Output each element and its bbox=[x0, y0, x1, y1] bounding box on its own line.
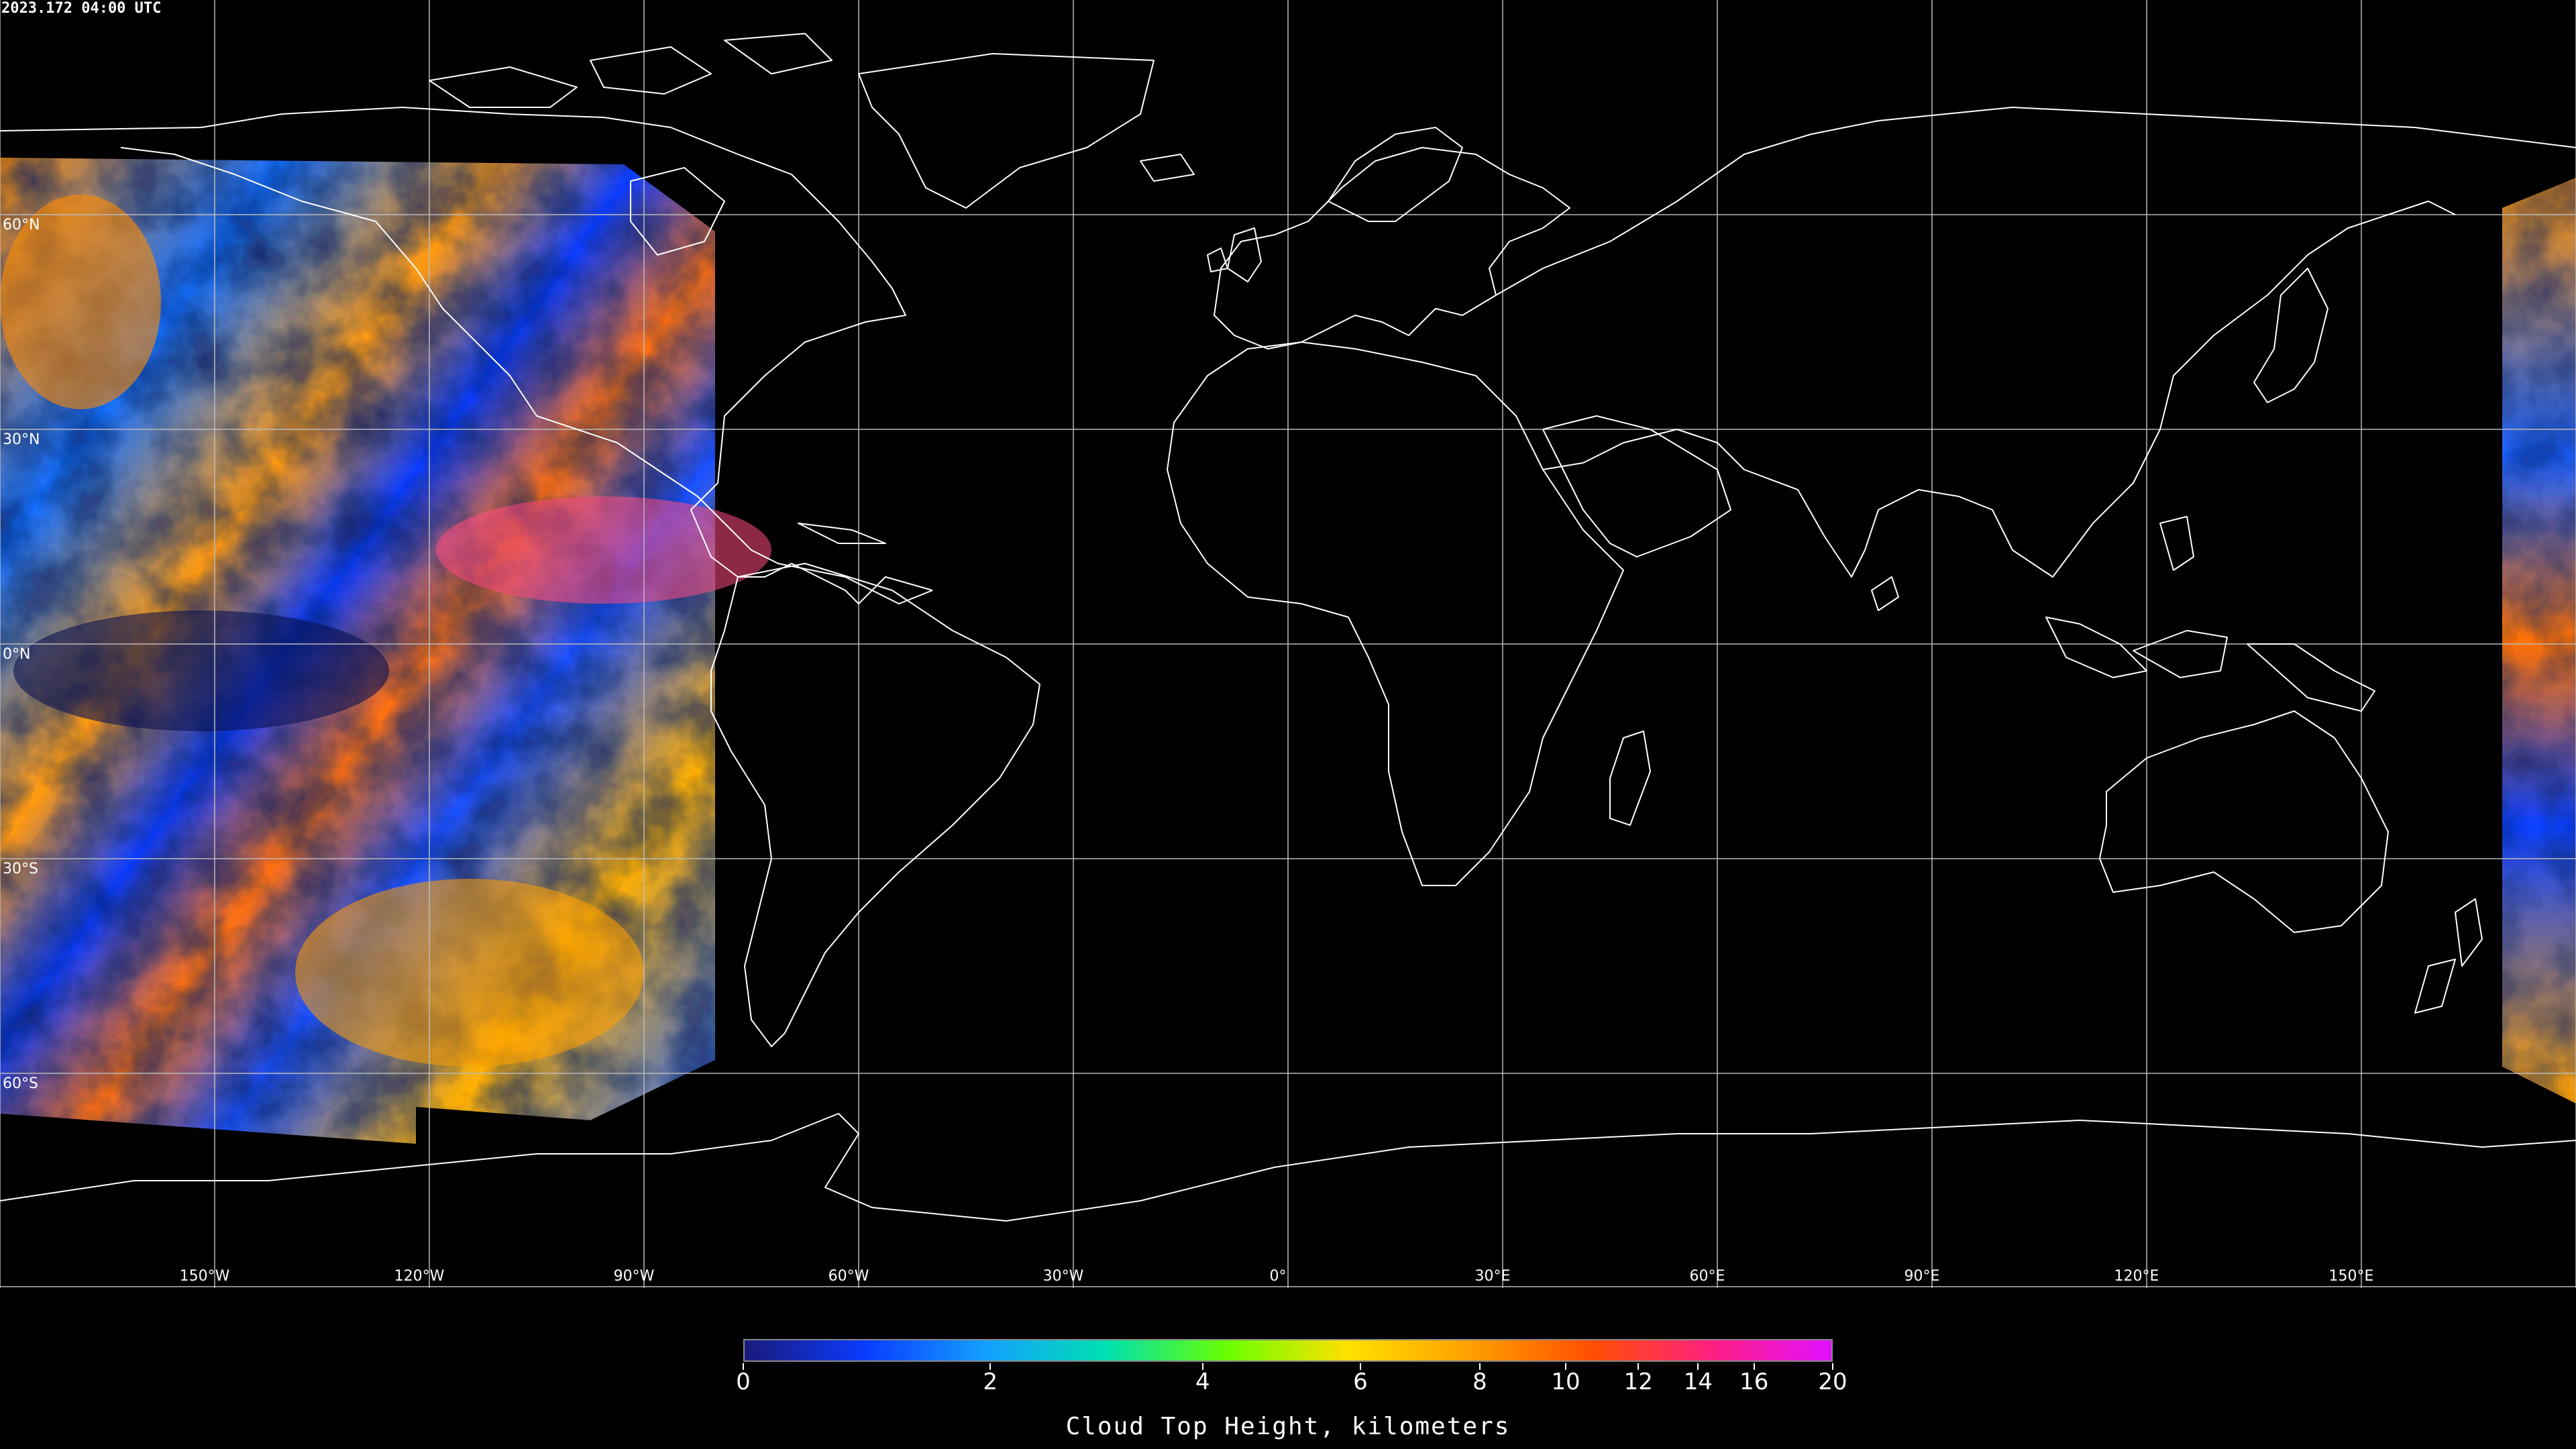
colorbar-tick-mark bbox=[1638, 1363, 1640, 1370]
lon-label-90e: 90°E bbox=[1904, 1268, 1940, 1285]
coastlines bbox=[0, 33, 2576, 1222]
colorbar-tick-mark bbox=[1753, 1363, 1755, 1370]
lon-label-150e: 150°E bbox=[2328, 1268, 2374, 1285]
lon-label-30w: 30°W bbox=[1042, 1268, 1084, 1285]
colorbar-title: Cloud Top Height, kilometers bbox=[1065, 1413, 1511, 1440]
colorbar-tick-mark bbox=[1201, 1363, 1203, 1370]
colorbar-legend bbox=[743, 1339, 1833, 1362]
lon-label-60e: 60°E bbox=[1689, 1268, 1725, 1285]
colorbar-tick-label: 6 bbox=[1353, 1368, 1368, 1395]
lon-label-60w: 60°W bbox=[828, 1268, 869, 1285]
lon-label-90w: 90°W bbox=[613, 1268, 655, 1285]
colorbar-tick-label: 16 bbox=[1739, 1368, 1769, 1395]
colorbar-tick-mark bbox=[1832, 1363, 1833, 1370]
colorbar-tick-mark bbox=[1697, 1363, 1699, 1370]
colorbar-tick-label: 8 bbox=[1472, 1368, 1487, 1395]
map-graticule bbox=[0, 0, 2576, 1288]
lon-label-120e: 120°E bbox=[2114, 1268, 2159, 1285]
colorbar-tick-label: 10 bbox=[1551, 1368, 1580, 1395]
lon-label-30e: 30°E bbox=[1474, 1268, 1511, 1285]
colorbar-tick-mark bbox=[1479, 1363, 1481, 1370]
lon-label-150w: 150°W bbox=[179, 1268, 230, 1285]
cloud-imagery-west bbox=[0, 158, 771, 1144]
colorbar-tick-mark bbox=[1564, 1363, 1566, 1370]
colorbar-tick-label: 12 bbox=[1623, 1368, 1653, 1395]
colorbar-tick-mark bbox=[1359, 1363, 1361, 1370]
colorbar-tick-label: 2 bbox=[983, 1368, 998, 1395]
cloud-imagery-east bbox=[2502, 178, 2576, 1104]
colorbar-tick-label: 20 bbox=[1818, 1368, 1847, 1395]
colorbar-tick-mark bbox=[743, 1363, 744, 1370]
lon-label-120w: 120°W bbox=[394, 1268, 445, 1285]
lon-label-0: 0° bbox=[1269, 1268, 1287, 1285]
cloud-top-height-map bbox=[0, 0, 2576, 1288]
colorbar-tick-label: 14 bbox=[1683, 1368, 1713, 1395]
timestamp-label: 2023.172 04:00 UTC bbox=[1, 0, 162, 17]
colorbar-tick-label: 0 bbox=[736, 1368, 751, 1395]
lat-label-0n: 0°N bbox=[3, 646, 31, 663]
colorbar-tick-mark bbox=[989, 1363, 991, 1370]
colorbar-tick-label: 4 bbox=[1195, 1368, 1210, 1395]
lat-label-30s: 30°S bbox=[3, 861, 38, 877]
lat-label-60s: 60°S bbox=[3, 1075, 38, 1092]
lat-label-30n: 30°N bbox=[3, 431, 40, 448]
lat-label-60n: 60°N bbox=[3, 217, 40, 233]
